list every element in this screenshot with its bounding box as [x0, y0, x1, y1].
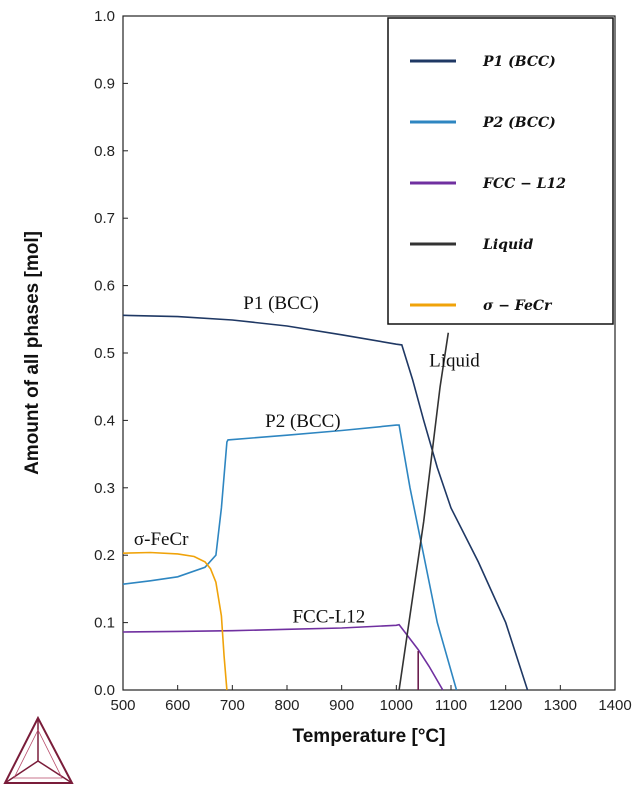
x-tick-label: 800: [274, 697, 299, 714]
annotation-label: P1 (BCC): [243, 293, 319, 314]
x-tick-label: 1100: [435, 697, 467, 714]
annotation-layer: P1 (BCC) P2 (BCC) σ-FeCr FCC-L12 Liquid: [134, 293, 480, 627]
x-tick-label: 1300: [544, 697, 577, 714]
y-tick-label: 0.2: [94, 547, 115, 564]
y-tick-label: 0.1: [94, 615, 115, 632]
series-line-liquid: [398, 332, 450, 691]
annotation-label: P2 (BCC): [265, 411, 341, 432]
thermo-calc-logo: [3, 715, 74, 784]
x-tick-label: 1000: [380, 697, 413, 714]
logo-spoke: [4, 760, 39, 784]
x-tick-label: 500: [110, 697, 135, 714]
logo-triangle: [3, 715, 74, 784]
y-tick-label: 0.0: [94, 682, 115, 699]
x-tick-label: 700: [220, 697, 245, 714]
legend-label: P1 (BCC): [482, 54, 556, 70]
y-tick-label: 0.4: [94, 412, 115, 429]
series-line-fcc-l12: [122, 623, 444, 691]
series-line-p2-bcc: [122, 424, 458, 691]
legend-label: Liquid: [482, 237, 533, 253]
annotation-label: σ-FeCr: [134, 529, 189, 550]
series-line-fecr: [122, 551, 228, 691]
series-layer: [122, 314, 529, 691]
y-tick-label: 0.5: [94, 345, 115, 362]
x-tick-label: 600: [165, 697, 190, 714]
x-axis-title: Temperature [°C]: [293, 726, 446, 747]
legend-label: σ − FeCr: [483, 298, 553, 314]
logo-spoke: [37, 760, 73, 784]
series-line-p1-bcc: [122, 314, 529, 691]
legend-box: [387, 17, 614, 325]
y-tick-label: 0.6: [94, 278, 115, 295]
x-tick-label: 1400: [598, 697, 631, 714]
y-tick-label: 0.3: [94, 480, 115, 497]
logo-inner: [13, 729, 63, 779]
legend-label: P2 (BCC): [482, 115, 556, 131]
y-tick-label: 1.0: [94, 8, 115, 25]
legend: P1 (BCC) P2 (BCC) FCC − L12 Liquid σ − FeCr: [387, 17, 614, 325]
x-tick-label: 1200: [489, 697, 522, 714]
y-tick-label: 0.9: [94, 75, 115, 92]
y-axis-title: Amount of all phases [mol]: [22, 231, 43, 475]
y-tick-label: 0.7: [94, 210, 115, 227]
annotation-label: Liquid: [429, 350, 480, 371]
legend-label: FCC − L12: [482, 176, 566, 192]
annotation-label: FCC-L12: [292, 607, 365, 628]
y-tick-label: 0.8: [94, 143, 115, 160]
x-tick-label: 900: [329, 697, 354, 714]
axes: 500 600 700 800 900 1000 1100 1200 1300 1400 0.0 0.…: [22, 8, 632, 747]
